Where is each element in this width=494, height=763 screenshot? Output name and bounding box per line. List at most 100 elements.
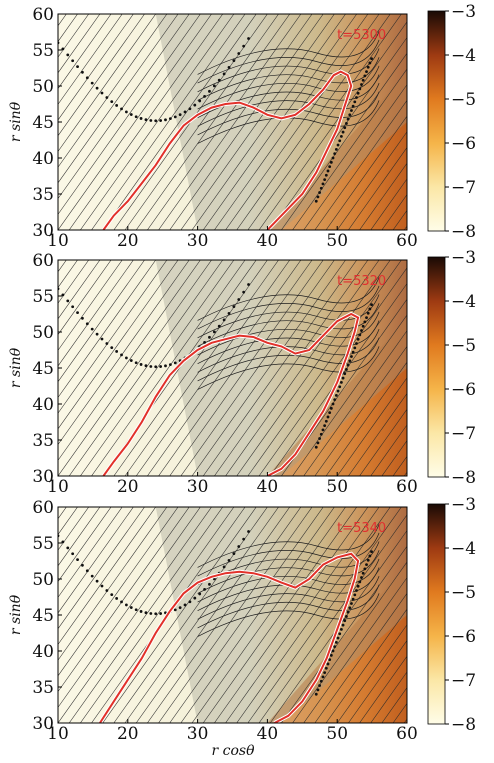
- marker-dot: [149, 365, 153, 368]
- streamline: [314, 99, 407, 230]
- streamline: [258, 21, 407, 230]
- plot-area: [58, 507, 407, 723]
- swirl-line: [197, 346, 380, 390]
- x-tick-label: 60: [396, 477, 418, 497]
- streamline: [202, 507, 357, 723]
- marker-dot: [336, 636, 340, 640]
- streamline: [292, 68, 407, 230]
- x-tick-label: 30: [187, 477, 209, 497]
- streamline: [58, 260, 212, 476]
- marker-dot: [365, 563, 368, 566]
- swirl-line: [197, 285, 380, 330]
- streamline: [58, 14, 179, 184]
- marker-dot: [115, 350, 119, 353]
- marker-dot: [360, 329, 363, 332]
- colorbar: [427, 10, 446, 232]
- streamline: [303, 330, 407, 476]
- swirl-line: [197, 567, 380, 611]
- streamline: [359, 408, 407, 476]
- streamline: [247, 260, 402, 476]
- marker-dot: [351, 104, 355, 108]
- marker-dot: [314, 199, 318, 203]
- marker-dot: [81, 316, 84, 320]
- marker-dot: [314, 445, 318, 449]
- x-tick-label: 30: [187, 231, 209, 251]
- marker-dot: [120, 107, 123, 111]
- marker-dot: [71, 59, 75, 63]
- streamline: [269, 37, 407, 230]
- streamline: [292, 314, 407, 476]
- swirl-line: [197, 593, 380, 637]
- marker-dot: [76, 65, 79, 69]
- plot-area: [58, 260, 407, 476]
- dense-wedge: [267, 564, 407, 723]
- y-tick-label: 55: [32, 287, 54, 307]
- swirl-line: [197, 277, 380, 321]
- colorbar-tick-label: −8: [451, 715, 476, 735]
- streamline: [303, 577, 407, 723]
- streamline: [58, 507, 112, 583]
- boundary-curve: [102, 312, 360, 476]
- swirl-line: [197, 294, 380, 339]
- marker-dot: [154, 119, 158, 123]
- streamline: [124, 507, 279, 723]
- colorbar-tick-label: −5: [451, 90, 476, 110]
- streamline: [370, 178, 407, 230]
- y-tick-label: 30: [32, 467, 54, 487]
- marker-dot: [331, 649, 335, 653]
- streamline: [314, 345, 407, 476]
- x-tick-label: 10: [47, 724, 69, 744]
- marker-dot: [76, 311, 79, 315]
- marker-dot: [217, 324, 221, 328]
- marker-dot: [227, 66, 231, 69]
- boundary-curve: [99, 552, 360, 723]
- marker-dot: [232, 305, 236, 308]
- marker-dot: [351, 597, 355, 601]
- swirl-line: [197, 328, 380, 373]
- marker-dot: [90, 327, 94, 331]
- marker-dot: [129, 113, 133, 116]
- marker-dot: [370, 57, 373, 61]
- marker-dot: [334, 640, 338, 644]
- y-tick-label: 35: [32, 678, 54, 698]
- marker-dot: [85, 322, 89, 326]
- marker-dot: [316, 441, 320, 445]
- streamline: [58, 260, 134, 367]
- marker-dot: [164, 364, 167, 368]
- y-tick-label: 55: [32, 41, 54, 61]
- marker-dot: [178, 606, 182, 610]
- marker-dot: [110, 100, 114, 104]
- marker-dot: [154, 365, 158, 369]
- marker-dot: [316, 688, 320, 692]
- marker-dot: [129, 359, 133, 362]
- marker-dots: [58, 530, 373, 696]
- streamline: [58, 14, 101, 74]
- x-tick-label: 50: [326, 477, 348, 497]
- marker-dot: [85, 569, 89, 573]
- marker-dot: [139, 610, 143, 613]
- streamline: [236, 14, 391, 230]
- marker-dot: [71, 552, 75, 556]
- streamline: [336, 624, 407, 723]
- streamline: [314, 592, 407, 723]
- colorbar-tick-label: −6: [451, 627, 476, 647]
- y-tick-label: 45: [32, 113, 54, 133]
- marker-dot: [339, 628, 343, 631]
- streamline: [102, 507, 257, 723]
- streamline: [169, 507, 324, 723]
- y-tick-label: 50: [32, 323, 54, 343]
- marker-dot: [358, 580, 362, 584]
- marker-dot: [324, 173, 328, 177]
- marker-dot: [71, 305, 75, 309]
- marker-dot: [324, 666, 328, 670]
- swirl-line: [197, 100, 380, 144]
- boundary-curve: [102, 70, 353, 230]
- streamline: [68, 260, 223, 476]
- marker-dot: [343, 372, 347, 376]
- colorbar: [427, 503, 446, 725]
- x-tick-label: 40: [257, 231, 279, 251]
- x-tick-label: 60: [396, 724, 418, 744]
- marker-dot: [212, 84, 216, 88]
- y-tick-label: 30: [32, 714, 54, 734]
